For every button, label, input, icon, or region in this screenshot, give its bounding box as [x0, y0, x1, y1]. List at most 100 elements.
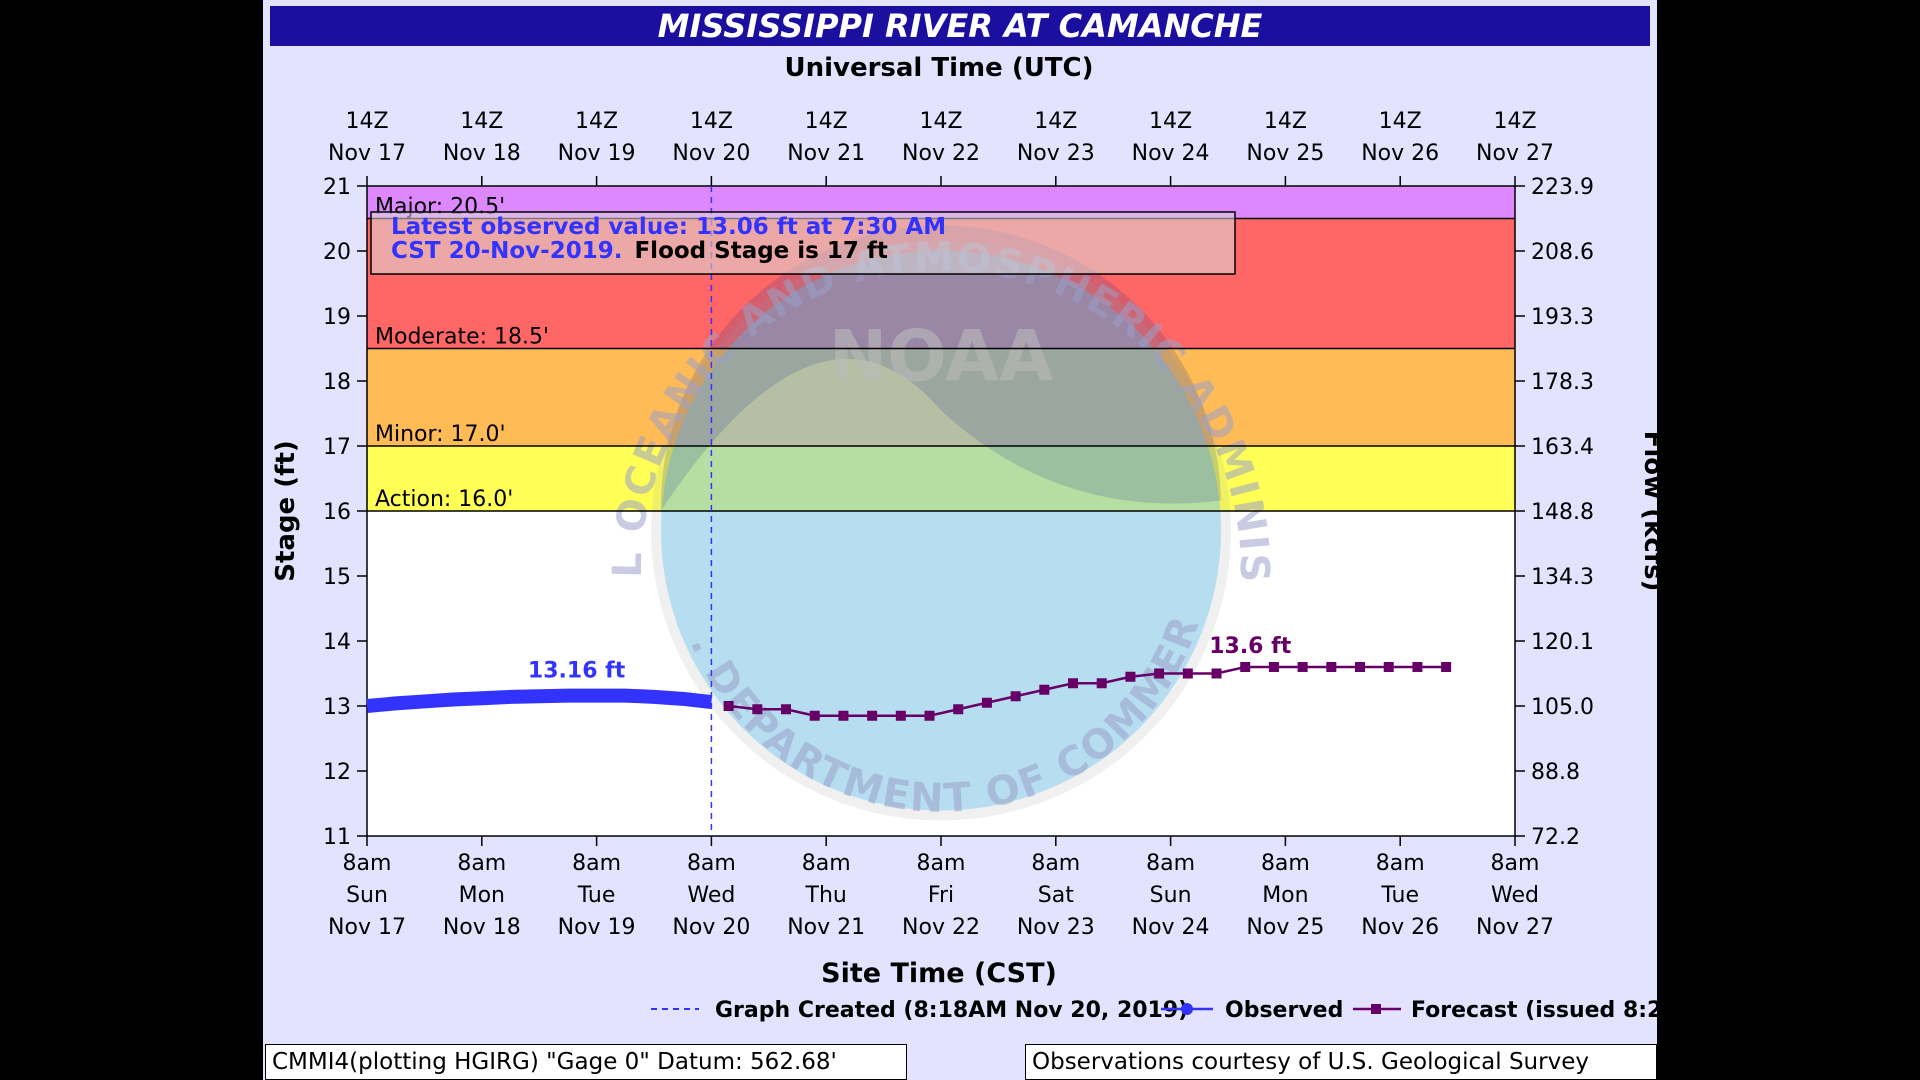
flood-category-label-3: Action: 16.0' — [375, 487, 513, 512]
top-tick-label-date: Nov 26 — [1361, 141, 1439, 166]
bottom-tick-label-date: Nov 25 — [1246, 915, 1324, 940]
bottom-tick-label-time: 8am — [1031, 851, 1080, 876]
y-tick-label: 15 — [323, 565, 351, 590]
bottom-tick-label-time: 8am — [917, 851, 966, 876]
bottom-tick-label-date: Nov 27 — [1476, 915, 1554, 940]
latest-observation-box — [370, 211, 1236, 275]
forecast-point — [1268, 662, 1279, 672]
top-tick-label-utc: 14Z — [690, 109, 733, 134]
forecast-point — [1240, 662, 1251, 672]
y2-tick-label: 163.4 — [1531, 435, 1594, 460]
forecast-point — [1383, 662, 1394, 672]
y2-tick-label: 148.8 — [1531, 500, 1594, 525]
bottom-tick-label-time: 8am — [457, 851, 506, 876]
y-tick-label: 18 — [323, 370, 351, 395]
bottom-tick-label-date: Nov 19 — [558, 915, 636, 940]
top-tick-label-date: Nov 19 — [558, 141, 636, 166]
bottom-tick-label-day: Sat — [1038, 883, 1074, 908]
top-tick-label-utc: 14Z — [1493, 109, 1536, 134]
bottom-tick-label-date: Nov 20 — [672, 915, 750, 940]
flood-band-3 — [367, 446, 1515, 511]
top-axis-title: Universal Time (UTC) — [784, 53, 1093, 83]
bottom-tick-label-date: Nov 18 — [443, 915, 521, 940]
top-tick-label-date: Nov 20 — [672, 141, 750, 166]
forecast-point — [1010, 691, 1021, 702]
forecast-point — [838, 710, 849, 721]
latest-observation-line2: CST 20-Nov-2019. Flood Stage is 17 ft — [391, 238, 888, 264]
data-source-note: Observations courtesy of U.S. Geological… — [1025, 1044, 1657, 1080]
bottom-tick-label-day: Mon — [1262, 883, 1308, 908]
top-tick-label-utc: 14Z — [919, 109, 962, 134]
observed-peak-label: 13.16 ft — [528, 659, 626, 684]
bottom-tick-label-day: Thu — [805, 883, 847, 908]
y-tick-label: 13 — [323, 695, 351, 720]
bottom-tick-label-date: Nov 22 — [902, 915, 980, 940]
y-tick-label: 20 — [323, 240, 351, 265]
forecast-point — [1355, 662, 1366, 672]
y2-tick-label: 223.9 — [1531, 175, 1594, 200]
legend-graph-created-label: Graph Created (8:18AM Nov 20, 2019) — [715, 998, 1188, 1023]
bottom-tick-label-day: Tue — [1380, 883, 1419, 908]
y-tick-label: 21 — [323, 175, 351, 200]
bottom-tick-label-day: Tue — [577, 883, 616, 908]
bottom-tick-label-day: Wed — [687, 883, 735, 908]
bottom-tick-label-day: Sun — [1150, 883, 1192, 908]
x-axis-title: Site Time (CST) — [821, 958, 1057, 989]
forecast-point — [867, 710, 878, 721]
top-tick-label-utc: 14Z — [1034, 109, 1077, 134]
noaa-watermark-ring — [651, 240, 1231, 821]
flood-band-2 — [367, 348, 1515, 446]
y-tick-label: 19 — [323, 305, 351, 330]
top-tick-label-date: Nov 24 — [1132, 141, 1210, 166]
forecast-point — [723, 701, 734, 711]
forecast-point — [1211, 668, 1222, 679]
bottom-tick-label-date: Nov 26 — [1361, 915, 1439, 940]
flood-category-label-2: Minor: 17.0' — [375, 422, 506, 447]
bottom-tick-label-day: Fri — [928, 883, 954, 908]
y-axis-title: Stage (ft) — [271, 440, 301, 582]
top-tick-label-utc: 14Z — [345, 109, 388, 134]
flood-category-label-1: Moderate: 18.5' — [375, 325, 549, 350]
chart-title: MISSISSIPPI RIVER AT CAMANCHE — [270, 6, 1650, 46]
top-tick-label-date: Nov 21 — [787, 141, 865, 166]
forecast-point — [981, 697, 992, 708]
hydrograph-panel: MISSISSIPPI RIVER AT CAMANCHE NOAANATION… — [263, 0, 1657, 1080]
top-tick-label-utc: 14Z — [460, 109, 503, 134]
forecast-point — [809, 710, 820, 721]
forecast-point — [1154, 668, 1165, 679]
hydrograph-chart: NOAANATIONAL OCEANIC AND ATMOSPHERIC ADM… — [263, 0, 1657, 1023]
bottom-tick-label-date: Nov 21 — [787, 915, 865, 940]
bottom-tick-label-time: 8am — [802, 851, 851, 876]
top-tick-label-date: Nov 18 — [443, 141, 521, 166]
latest-observation-line1: Latest observed value: 13.06 ft at 7:30 … — [391, 214, 946, 240]
forecast-point — [1068, 678, 1079, 689]
bottom-tick-label-day: Mon — [459, 883, 505, 908]
noaa-watermark-disc — [661, 250, 1221, 811]
y-tick-label: 14 — [323, 630, 351, 655]
forecast-point — [1297, 662, 1308, 672]
forecast-point — [781, 704, 792, 715]
forecast-point — [1039, 684, 1050, 695]
forecast-point — [1182, 668, 1193, 679]
y2-tick-label: 120.1 — [1531, 630, 1594, 655]
forecast-point — [953, 704, 964, 715]
bottom-tick-label-date: Nov 17 — [328, 915, 406, 940]
top-tick-label-utc: 14Z — [805, 109, 848, 134]
y2-tick-label: 105.0 — [1531, 695, 1594, 720]
forecast-point — [1326, 662, 1337, 672]
legend-observed-marker — [1181, 1003, 1193, 1015]
forecast-point — [895, 710, 906, 721]
y-tick-label: 11 — [323, 825, 351, 850]
forecast-point — [1412, 662, 1423, 672]
forecast-point — [1125, 671, 1136, 682]
gage-datum-note: CMMI4(plotting HGIRG) "Gage 0" Datum: 56… — [265, 1044, 907, 1080]
top-tick-label-date: Nov 17 — [328, 141, 406, 166]
bottom-tick-label-time: 8am — [1376, 851, 1425, 876]
noaa-watermark-center-text: NOAA — [829, 316, 1054, 398]
y-tick-label: 12 — [323, 760, 351, 785]
y-tick-label: 17 — [323, 435, 351, 460]
bottom-tick-label-date: Nov 24 — [1132, 915, 1210, 940]
y2-tick-label: 208.6 — [1531, 240, 1594, 265]
top-tick-label-date: Nov 27 — [1476, 141, 1554, 166]
bottom-tick-label-time: 8am — [1491, 851, 1540, 876]
